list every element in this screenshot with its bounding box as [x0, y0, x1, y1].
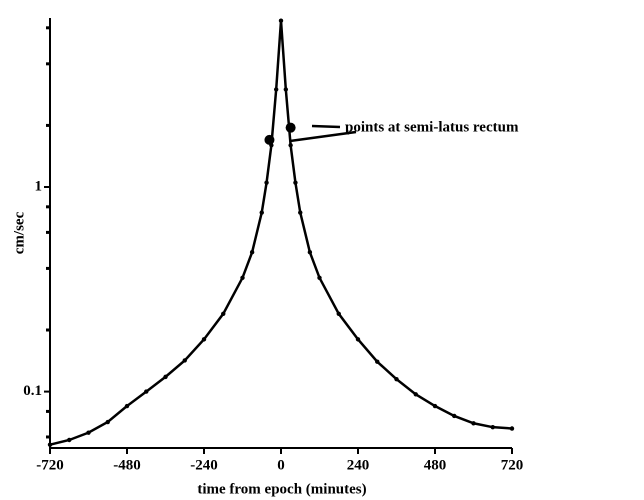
point [452, 413, 457, 419]
x-tick-label: -240 [190, 457, 218, 473]
y-tick-label: 1 [35, 178, 43, 194]
point [47, 442, 53, 447]
point [375, 359, 380, 364]
x-tick-label: 720 [501, 457, 524, 473]
point [259, 210, 264, 215]
point [124, 403, 130, 409]
leader-line [311, 124, 341, 129]
point [221, 311, 226, 317]
point [105, 419, 110, 425]
point [490, 424, 495, 430]
point [355, 337, 361, 342]
point [317, 275, 322, 280]
x-axis-label: time from epoch (minutes) [197, 481, 366, 497]
leader-line [289, 130, 357, 143]
point [432, 403, 438, 409]
point [249, 250, 255, 255]
x-tick-label: 240 [347, 457, 370, 473]
curve [49, 20, 513, 446]
point [240, 275, 245, 280]
y-tick-label: 0.1 [23, 383, 42, 399]
point [307, 250, 313, 255]
point [201, 337, 207, 342]
point [264, 180, 269, 185]
point [283, 87, 289, 92]
point [67, 437, 72, 443]
point [413, 392, 418, 397]
point [394, 376, 399, 382]
x-tick-label: -480 [113, 457, 141, 473]
point [86, 430, 91, 435]
x-tick-label: 480 [424, 457, 447, 473]
x-tick-label: 0 [277, 457, 285, 473]
semi-latus-point [264, 134, 275, 145]
point [144, 389, 149, 394]
point [273, 87, 279, 92]
x-tick-label: -720 [36, 457, 64, 473]
point [509, 426, 515, 431]
annotation: points at semi-latus rectum [345, 119, 519, 135]
point [298, 210, 303, 215]
point [182, 358, 187, 363]
y-axis-label: cm/sec [11, 211, 27, 254]
point [336, 311, 341, 317]
point [278, 18, 284, 23]
point [288, 143, 293, 148]
point [163, 374, 168, 380]
point [471, 421, 476, 426]
point [293, 180, 298, 185]
semi-latus-point [285, 122, 296, 133]
